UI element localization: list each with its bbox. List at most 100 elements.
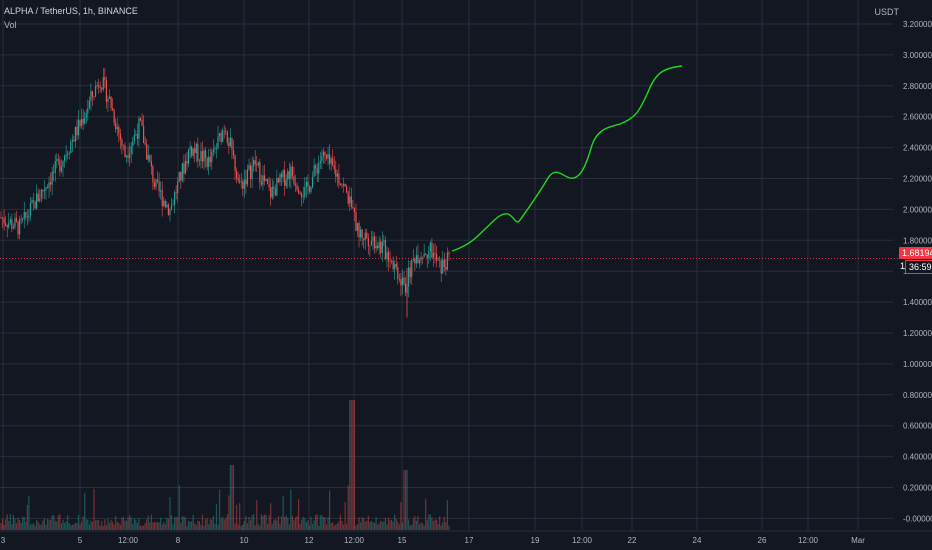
volume-bar	[90, 520, 92, 530]
candle-body	[298, 189, 300, 193]
volume-bar	[84, 492, 86, 530]
candle-body	[113, 110, 115, 123]
volume-bar	[46, 518, 49, 530]
candle-body	[248, 165, 250, 170]
time-tick-label: 12	[305, 536, 314, 545]
candle-body	[318, 163, 320, 174]
candle-body	[153, 182, 156, 187]
volume-bar	[98, 520, 100, 530]
volume-bar	[338, 521, 340, 530]
candle-body	[147, 154, 149, 160]
volume-bar	[155, 522, 157, 530]
candle-body	[346, 186, 348, 193]
candle-body	[133, 134, 135, 141]
volume-bar	[29, 524, 32, 530]
volume-bar	[294, 517, 297, 530]
volume-bar	[116, 521, 118, 530]
volume-bar	[280, 516, 283, 530]
volume-bar	[194, 523, 196, 530]
candle-body	[115, 122, 117, 130]
volume-bar	[313, 520, 315, 530]
candle-body	[367, 237, 369, 246]
candle-body	[446, 252, 448, 270]
volume-bar	[336, 523, 338, 530]
volume-bar	[133, 518, 135, 530]
candle-body	[380, 241, 382, 254]
volume-bar	[65, 521, 67, 530]
volume-bar	[228, 495, 230, 530]
candle-body	[203, 150, 205, 162]
volume-bar	[163, 521, 165, 530]
candle-body	[420, 256, 422, 261]
volume-bar	[265, 514, 267, 530]
volume-bar	[327, 517, 329, 530]
volume-bar	[270, 503, 272, 530]
volume-bar	[209, 519, 211, 530]
volume-bar	[330, 522, 332, 530]
volume-bar	[305, 522, 307, 530]
time-axis[interactable]: 3 5 12:00 8 10 12 12:00 15 17 19 12:00 22 24 26 12:00 M…	[1, 536, 865, 545]
candle-body	[418, 260, 421, 264]
candle-body	[98, 85, 100, 87]
candle-body	[391, 260, 393, 262]
candle-body	[426, 254, 428, 258]
volume-bar	[242, 524, 244, 530]
volume-indicator-label[interactable]: Vol	[4, 20, 17, 30]
candle-body	[366, 232, 368, 238]
volume-bar	[43, 518, 45, 530]
candle-body	[322, 151, 324, 157]
candle-body	[423, 253, 425, 257]
candle-body	[234, 155, 236, 171]
symbol-title[interactable]: ALPHA / TetherUS, 1h, BINANCE	[4, 6, 138, 16]
bar-countdown-tag: 36:59	[905, 260, 932, 274]
candle-body	[428, 251, 430, 258]
candle-body	[349, 196, 351, 204]
candle-body	[387, 252, 390, 262]
price-tick-label: 3.00000	[903, 51, 932, 60]
volume-bar	[236, 504, 238, 530]
volume-bar	[273, 520, 275, 530]
candle-body	[76, 126, 78, 136]
price-axis[interactable]: 3.20000 3.00000 2.80000 2.60000 2.40000 2.200…	[903, 20, 932, 523]
candle-body	[231, 137, 233, 150]
candle-body	[116, 127, 118, 130]
candle-body	[313, 165, 315, 177]
volume-bar	[125, 520, 128, 530]
price-tick-label: 0.60000	[903, 422, 932, 431]
candle-body	[414, 258, 416, 264]
candle-body	[85, 113, 87, 118]
candle-body	[99, 86, 101, 88]
volume-bar	[180, 522, 182, 530]
volume-bar	[431, 517, 433, 530]
volume-bar	[429, 514, 431, 530]
volume-bar	[1, 518, 4, 530]
candle-body	[270, 187, 272, 198]
volume-bar	[222, 516, 224, 530]
candle-body	[364, 232, 366, 240]
volume-bar	[115, 516, 117, 530]
volume-bar	[249, 520, 252, 530]
candle-body	[40, 189, 42, 199]
volume-bar	[366, 520, 368, 530]
volume-bar	[93, 488, 95, 530]
candle-body	[310, 187, 312, 192]
candle-body	[177, 181, 179, 194]
candle-body	[404, 284, 407, 293]
candle-body	[381, 241, 383, 254]
volume-bar	[200, 524, 202, 530]
volume-bar	[440, 525, 442, 530]
volume-bar	[37, 521, 39, 530]
candle-body	[130, 146, 132, 154]
candle-body	[51, 171, 53, 185]
candle-body	[321, 156, 323, 161]
volume-bar	[446, 500, 448, 530]
candle-body	[88, 100, 90, 109]
volume-bar	[287, 518, 289, 530]
candle-body	[139, 118, 142, 121]
price-tick-label: 2.40000	[903, 144, 932, 153]
candle-body	[5, 223, 7, 226]
volume-bar	[408, 519, 410, 530]
volume-bar	[325, 524, 328, 530]
volume-bar	[267, 523, 269, 530]
